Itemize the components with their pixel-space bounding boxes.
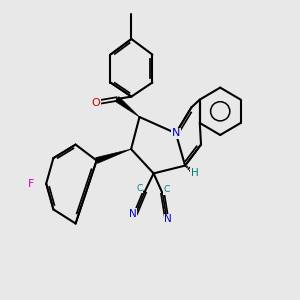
Text: N: N	[129, 208, 137, 219]
Text: F: F	[28, 178, 35, 189]
Polygon shape	[96, 149, 131, 163]
Text: H: H	[190, 167, 198, 178]
Text: C: C	[137, 184, 143, 193]
Text: O: O	[92, 98, 100, 108]
Text: N: N	[172, 128, 180, 138]
Polygon shape	[115, 97, 140, 117]
Text: C: C	[163, 185, 169, 194]
Text: N: N	[164, 214, 172, 224]
